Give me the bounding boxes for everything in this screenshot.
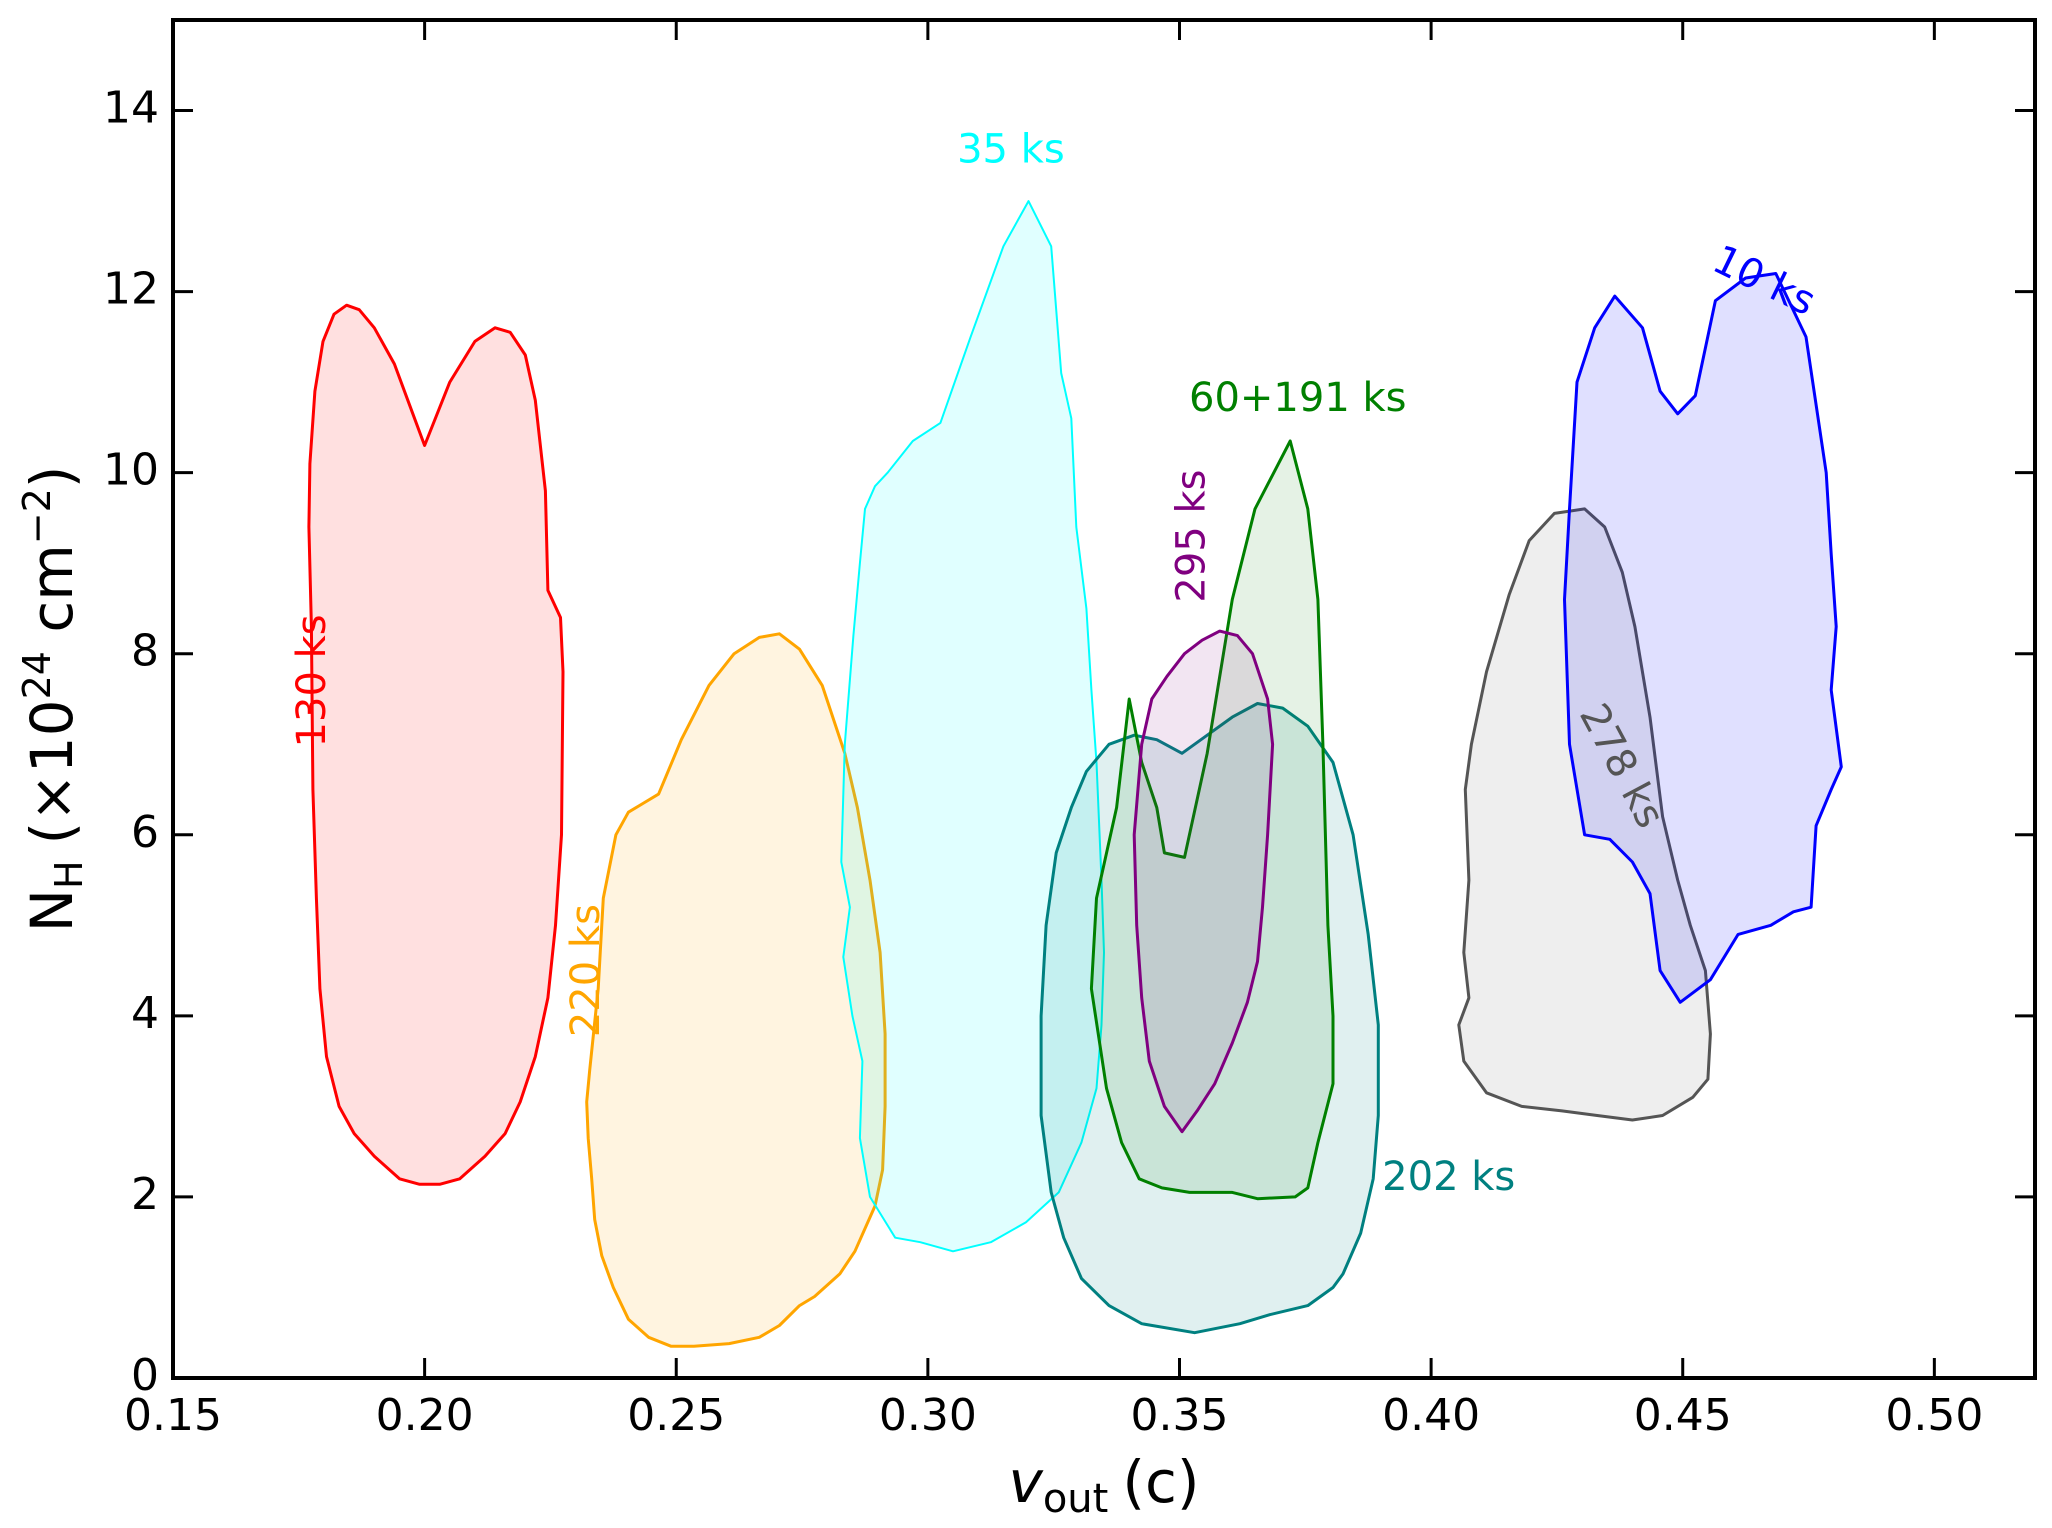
contour-layer	[307, 200, 1843, 1348]
x-axis-tick-labels: 0.15 0.20 0.25 0.30 0.35 0.40 0.45 0.50	[124, 1390, 1983, 1441]
y-axis-label-suffix: )	[18, 466, 86, 489]
contour-60-191-ks	[1089, 439, 1335, 1201]
x-tick-label: 0.40	[1382, 1390, 1480, 1441]
x-tick-label: 0.30	[879, 1390, 977, 1441]
contour-295-ks	[1132, 629, 1275, 1134]
contour-220-ks	[585, 632, 887, 1348]
x-tick-label: 0.15	[124, 1390, 222, 1441]
y-axis-tick-labels: 0 2 4 6 8 10 12 14	[103, 83, 159, 1401]
x-axis-label: vout (c)	[1009, 1448, 1200, 1522]
y-axis-ticks	[173, 109, 2035, 1380]
y-tick-label: 14	[103, 83, 159, 134]
svg-text:NH(×1024 cm−2): NH (×1024 cm−2)	[15, 466, 91, 933]
contour-10-ks	[1563, 272, 1843, 1004]
x-tick-label: 0.25	[627, 1390, 725, 1441]
contour-label-130-ks: 130 ks	[289, 614, 335, 747]
contour-label-35-ks: 35 ks	[957, 126, 1065, 172]
contour-35-ks	[840, 200, 1105, 1253]
x-tick-label: 0.50	[1885, 1390, 1983, 1441]
contour-130-ks	[307, 303, 565, 1186]
contour-label-220-ks: 220 ks	[563, 904, 609, 1037]
contour-label-202-ks: 202 ks	[1382, 1154, 1515, 1200]
contour-label-60-191-ks: 60+191 ks	[1189, 375, 1406, 421]
x-tick-label: 0.35	[1131, 1390, 1229, 1441]
y-tick-label: 8	[131, 626, 159, 677]
contour-label-295-ks: 295 ks	[1169, 470, 1215, 603]
x-axis-ticks	[171, 20, 1936, 1378]
y-axis-label-prefix: (×10	[18, 699, 86, 844]
y-tick-label: 6	[131, 807, 159, 858]
plot-frame	[171, 18, 2037, 1380]
y-axis-label-subscript: H	[47, 860, 91, 889]
y-axis-label: NH (×1024 cm−2)	[15, 466, 91, 933]
y-tick-label: 12	[103, 264, 159, 315]
y-tick-label: 10	[103, 445, 159, 496]
x-axis-label-symbol: v	[1009, 1448, 1045, 1516]
y-tick-label: 4	[131, 988, 159, 1039]
x-tick-label: 0.45	[1634, 1390, 1732, 1441]
contour-278-ks	[1457, 507, 1712, 1122]
y-axis-label-unit: cm	[18, 544, 86, 651]
contour-202-ks	[1039, 702, 1380, 1335]
x-tick-label: 0.20	[376, 1390, 474, 1441]
y-axis-label-unit-exponent: −2	[15, 488, 59, 544]
y-axis-label-symbol: N	[18, 889, 86, 932]
y-tick-label: 0	[131, 1350, 159, 1401]
x-axis-label-unit: (c)	[1122, 1448, 1199, 1516]
x-axis-label-subscript: out	[1043, 1476, 1109, 1522]
y-tick-label: 2	[131, 1169, 159, 1220]
y-axis-label-exponent: 24	[15, 651, 59, 699]
